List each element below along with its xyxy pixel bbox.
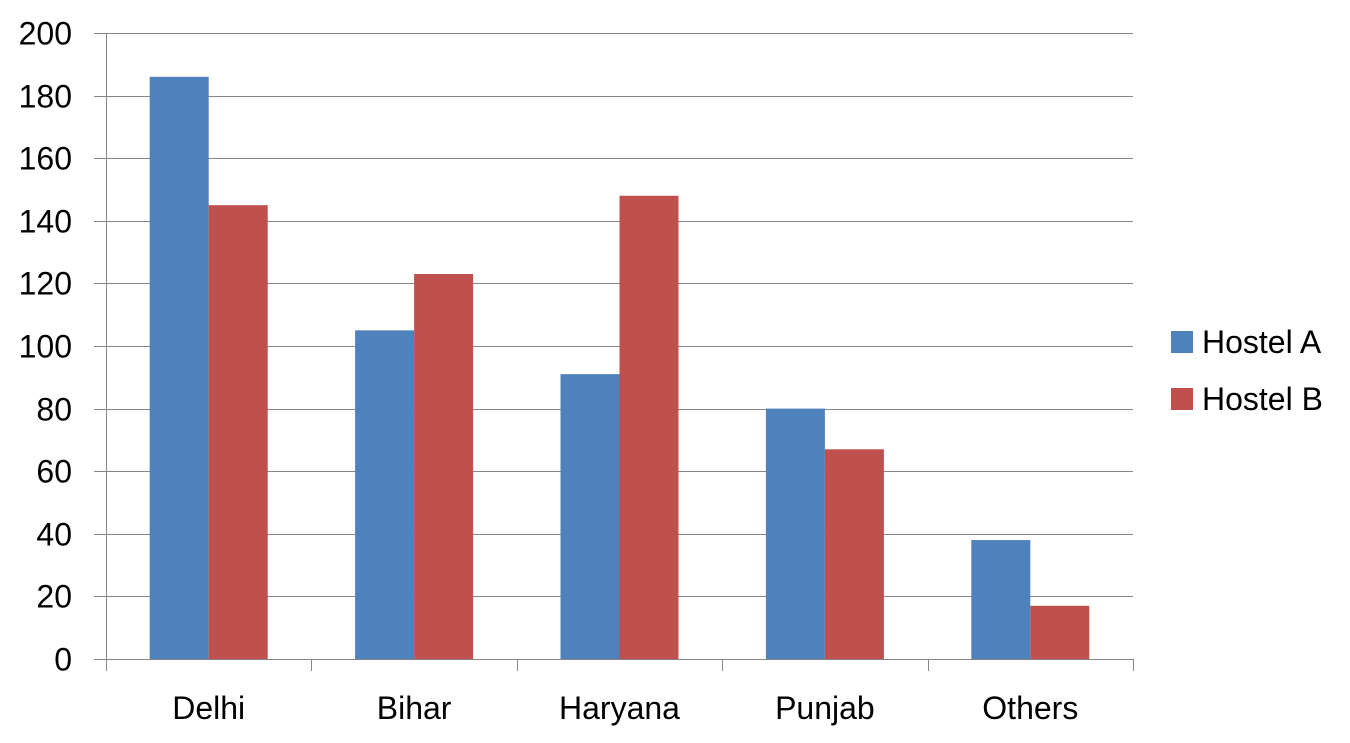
y-tick-label: 20 — [36, 579, 72, 615]
bar-area — [149, 76, 1090, 659]
bar-others-hostel-b — [1030, 605, 1090, 659]
bar-bihar-hostel-a — [355, 330, 415, 659]
y-axis-tick-labels: 0 20 40 60 80 100 120 140 160 180 200 — [19, 16, 72, 678]
x-tick-label: Others — [982, 690, 1078, 726]
y-tick-label: 40 — [36, 517, 72, 553]
axes — [94, 33, 1134, 671]
legend-swatch-hostel-a — [1171, 331, 1193, 353]
y-tick-label: 140 — [19, 204, 72, 240]
bar-delhi-hostel-b — [208, 205, 268, 659]
bar-punjab-hostel-a — [765, 408, 825, 659]
bar-delhi-hostel-a — [149, 76, 209, 659]
bar-others-hostel-a — [971, 540, 1031, 659]
x-tick-label: Bihar — [377, 690, 452, 726]
legend: Hostel A Hostel B — [1171, 324, 1323, 417]
bar-haryana-hostel-a — [560, 374, 620, 659]
bar-punjab-hostel-b — [824, 449, 884, 659]
y-tick-label: 60 — [36, 454, 72, 490]
x-tick-label: Punjab — [775, 690, 875, 726]
bar-haryana-hostel-b — [619, 195, 679, 659]
y-tick-label: 0 — [54, 642, 72, 678]
y-tick-label: 180 — [19, 79, 72, 115]
legend-label: Hostel B — [1202, 381, 1323, 417]
y-tick-label: 120 — [19, 266, 72, 302]
x-tick-label: Haryana — [559, 690, 680, 726]
y-tick-label: 80 — [36, 392, 72, 428]
bar-bihar-hostel-b — [414, 274, 474, 659]
y-tick-label: 200 — [19, 16, 72, 52]
x-axis-tick-labels: Delhi Bihar Haryana Punjab Others — [172, 690, 1078, 726]
x-tick-label: Delhi — [172, 690, 245, 726]
y-tick-label: 100 — [19, 329, 72, 365]
y-tick-label: 160 — [19, 141, 72, 177]
legend-swatch-hostel-b — [1171, 388, 1193, 410]
legend-label: Hostel A — [1202, 324, 1322, 360]
